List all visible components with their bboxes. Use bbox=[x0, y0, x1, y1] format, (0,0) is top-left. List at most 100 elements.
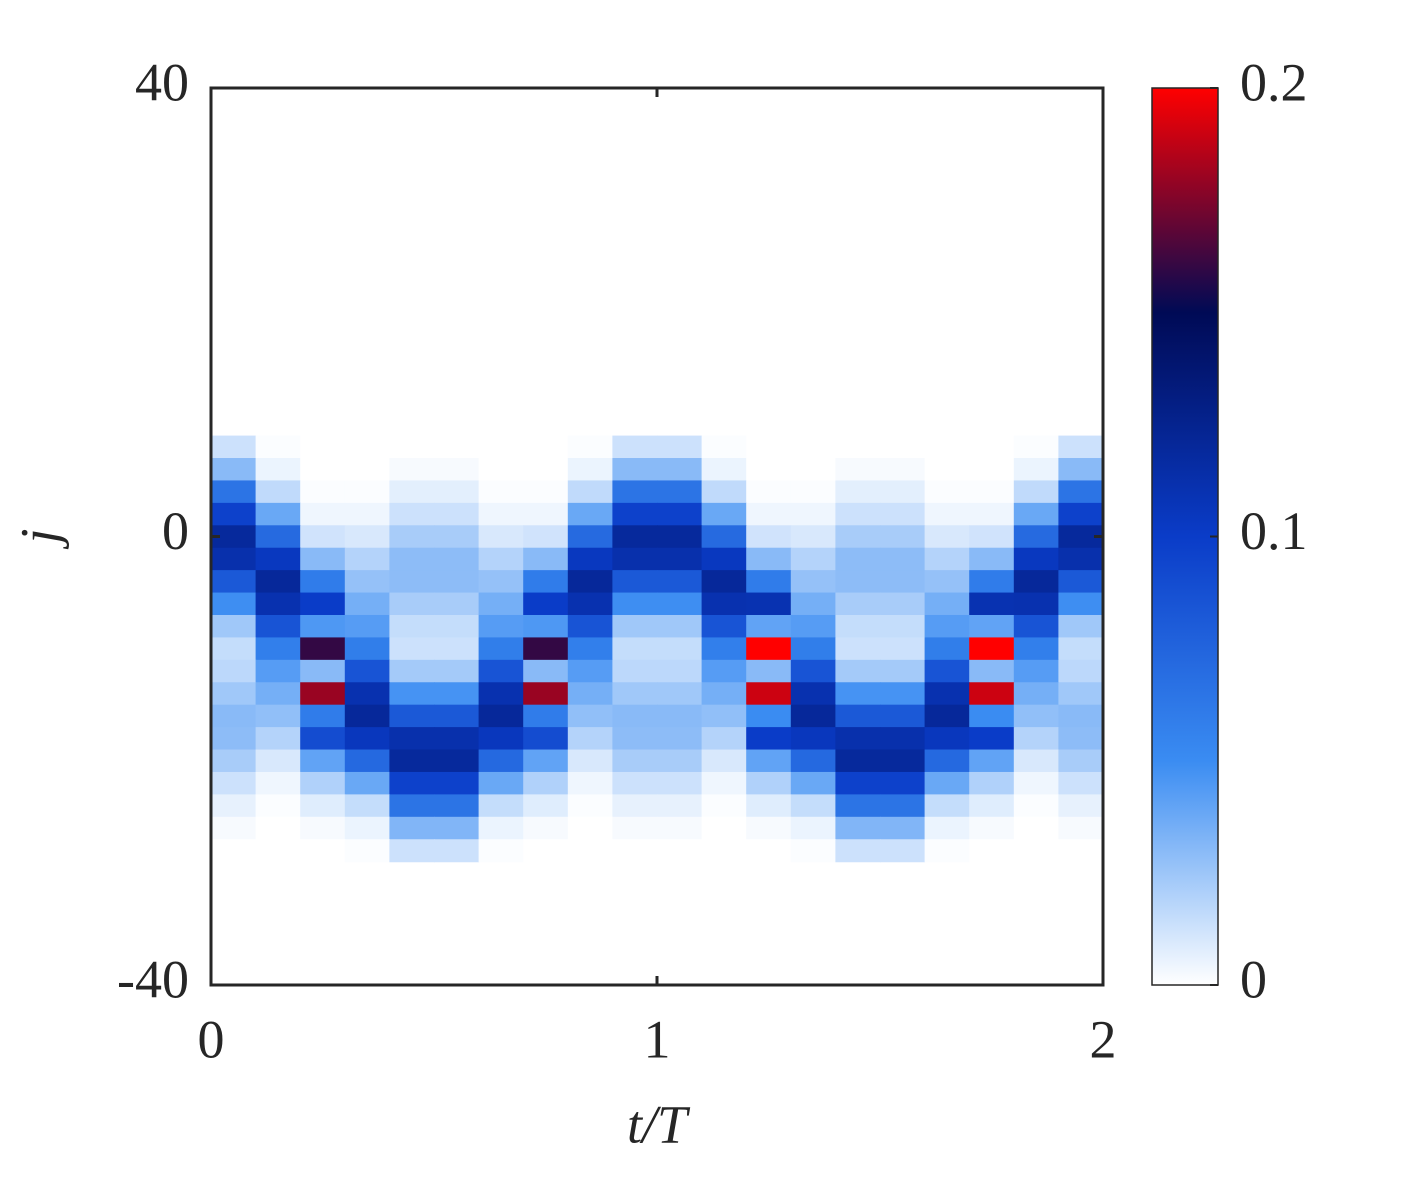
heatmap-cell bbox=[924, 839, 970, 863]
heatmap-cell bbox=[434, 682, 480, 706]
heatmap-cell bbox=[389, 570, 435, 594]
heatmap-cell bbox=[1058, 771, 1104, 795]
heatmap-cell bbox=[657, 547, 703, 571]
heatmap-cell bbox=[523, 570, 569, 594]
heatmap-cell bbox=[880, 771, 926, 795]
heatmap-cell bbox=[701, 794, 747, 818]
heatmap-cell bbox=[389, 435, 435, 459]
heatmap-cell bbox=[835, 794, 881, 818]
heatmap-cell bbox=[701, 458, 747, 482]
heatmap-cell bbox=[255, 839, 301, 863]
heatmap-cell bbox=[924, 794, 970, 818]
heatmap-cell bbox=[835, 704, 881, 728]
heatmap-cell bbox=[567, 502, 613, 526]
heatmap-cell bbox=[211, 435, 257, 459]
heatmap-cell bbox=[567, 816, 613, 840]
heatmap-cell bbox=[523, 816, 569, 840]
heatmap-cell bbox=[255, 771, 301, 795]
heatmap-cell bbox=[434, 592, 480, 616]
heatmap-cell bbox=[300, 435, 346, 459]
heatmap-cell bbox=[255, 525, 301, 549]
heatmap-cell bbox=[255, 682, 301, 706]
heatmap-cell bbox=[1013, 592, 1059, 616]
heatmap-cell bbox=[969, 525, 1015, 549]
heatmap-cell bbox=[255, 570, 301, 594]
heatmap-cell bbox=[300, 614, 346, 639]
colorbar-tick-label: 0 bbox=[1240, 949, 1267, 1009]
heatmap-cell bbox=[567, 682, 613, 706]
heatmap-cell bbox=[389, 614, 435, 639]
heatmap-cell bbox=[344, 525, 390, 549]
heatmap-cell bbox=[478, 794, 524, 818]
heatmap-cell bbox=[657, 771, 703, 795]
heatmap-cell bbox=[969, 637, 1015, 661]
heatmap-cell bbox=[389, 771, 435, 795]
heatmap-cell bbox=[701, 659, 747, 683]
heatmap-cell bbox=[389, 704, 435, 728]
y-tick-label: -40 bbox=[117, 949, 189, 1009]
heatmap-cell bbox=[1058, 727, 1104, 751]
heatmap-cell bbox=[1058, 839, 1104, 863]
heatmap-cell bbox=[701, 704, 747, 728]
heatmap-cell bbox=[746, 458, 792, 482]
heatmap-cell bbox=[924, 547, 970, 571]
heatmap-cell bbox=[1058, 659, 1104, 683]
heatmap-cell bbox=[523, 839, 569, 863]
heatmap-cell bbox=[255, 704, 301, 728]
heatmap-cell bbox=[255, 458, 301, 482]
heatmap-cell bbox=[523, 794, 569, 818]
heatmap-cell bbox=[657, 614, 703, 639]
heatmap-cell bbox=[969, 502, 1015, 526]
heatmap-cell bbox=[478, 771, 524, 795]
heatmap-cell bbox=[344, 480, 390, 504]
heatmap-cell bbox=[746, 771, 792, 795]
heatmap-cell bbox=[790, 659, 836, 683]
heatmap-cell bbox=[478, 458, 524, 482]
heatmap-cell bbox=[969, 771, 1015, 795]
heatmap-cell bbox=[478, 592, 524, 616]
heatmap-cell bbox=[657, 525, 703, 549]
heatmap-cell bbox=[924, 502, 970, 526]
heatmap-cell bbox=[300, 682, 346, 706]
heatmap-cell bbox=[567, 771, 613, 795]
heatmap-cell bbox=[1013, 614, 1059, 639]
heatmap-cell bbox=[880, 659, 926, 683]
heatmap-cell bbox=[880, 458, 926, 482]
heatmap-cell bbox=[478, 659, 524, 683]
heatmap-cell bbox=[701, 547, 747, 571]
heatmap-cell bbox=[790, 435, 836, 459]
heatmap-cell bbox=[434, 525, 480, 549]
heatmap-cell bbox=[657, 502, 703, 526]
heatmap-cell bbox=[924, 637, 970, 661]
heatmap-cell bbox=[746, 480, 792, 504]
heatmap-cell bbox=[389, 659, 435, 683]
heatmap-cell bbox=[1013, 749, 1059, 773]
heatmap-cell bbox=[1013, 547, 1059, 571]
heatmap-cell bbox=[255, 659, 301, 683]
heatmap-cell bbox=[969, 435, 1015, 459]
heatmap-cell bbox=[924, 525, 970, 549]
heatmap-cell bbox=[300, 727, 346, 751]
heatmap-cell bbox=[657, 480, 703, 504]
heatmap-cell bbox=[434, 547, 480, 571]
heatmap-cell bbox=[255, 592, 301, 616]
heatmap-cell bbox=[835, 637, 881, 661]
heatmap-cell bbox=[835, 502, 881, 526]
heatmap-cell bbox=[612, 525, 658, 549]
heatmap-cell bbox=[567, 839, 613, 863]
heatmap-cell bbox=[746, 547, 792, 571]
heatmap-cell bbox=[924, 435, 970, 459]
heatmap-cell bbox=[969, 749, 1015, 773]
heatmap-cell bbox=[880, 637, 926, 661]
heatmap-cell bbox=[567, 727, 613, 751]
heatmap-cell bbox=[523, 614, 569, 639]
heatmap-cell bbox=[1058, 547, 1104, 571]
heatmap-cell bbox=[523, 704, 569, 728]
heatmap-cell bbox=[300, 816, 346, 840]
heatmap-cell bbox=[1013, 771, 1059, 795]
heatmap-cell bbox=[612, 839, 658, 863]
heatmap-cell bbox=[344, 659, 390, 683]
heatmap-cell bbox=[478, 749, 524, 773]
heatmap-cell bbox=[835, 614, 881, 639]
heatmap-cell bbox=[434, 816, 480, 840]
